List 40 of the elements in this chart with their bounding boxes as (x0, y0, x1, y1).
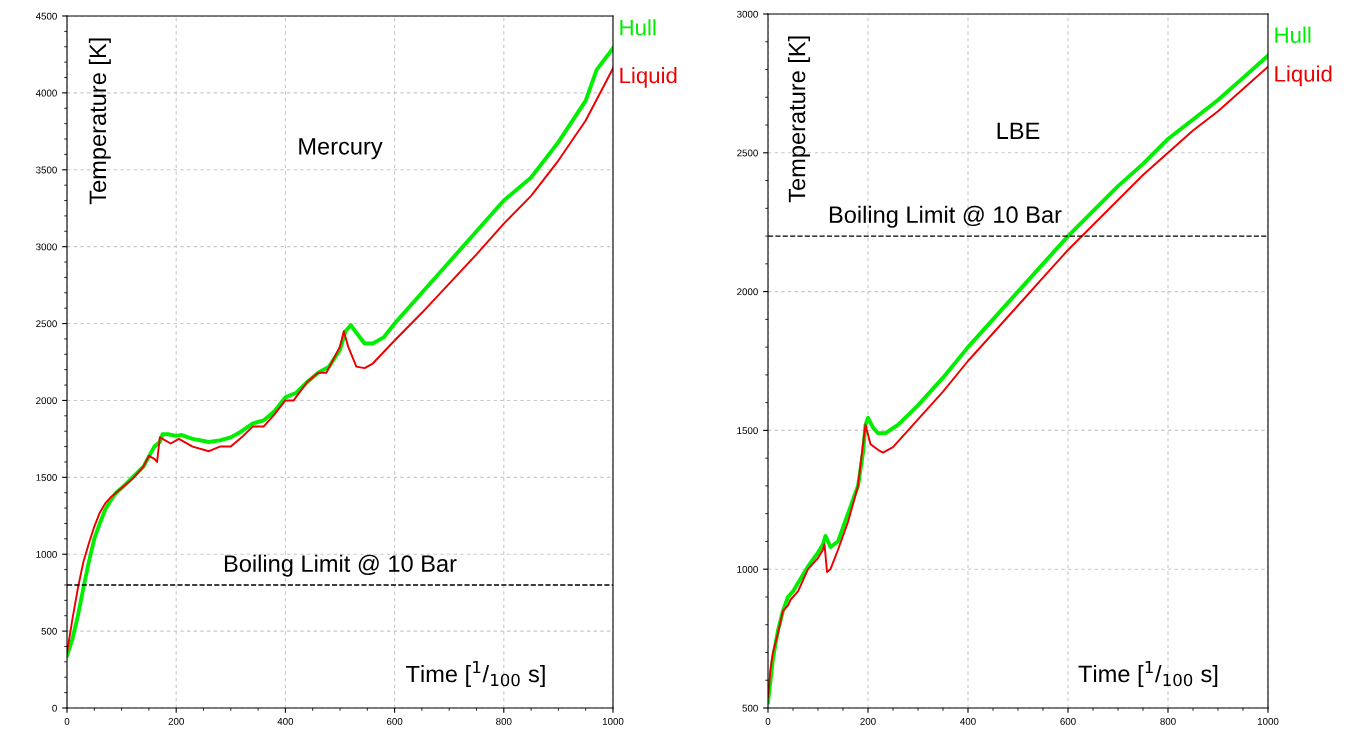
y-tick-label: 0 (52, 704, 57, 712)
series-label: Liquid (620, 67, 677, 88)
x-tick-label: 0 (64, 717, 70, 725)
x-tick-label: 400 (277, 717, 294, 725)
y-tick-label: 500 (41, 627, 57, 635)
y-tick-label: 3000 (737, 10, 758, 18)
y-tick-label: 4000 (35, 89, 57, 97)
y-tick-label: 1000 (737, 565, 758, 573)
y-tick-label: 500 (742, 704, 758, 712)
y-tick-label: 2000 (36, 397, 57, 405)
y-tick-label: 3000 (36, 243, 57, 251)
y-tick-label: 2500 (737, 149, 758, 157)
text: Mercury (299, 138, 383, 160)
y-tick-label: 4500 (35, 12, 57, 20)
y-tick-label: 2000 (737, 288, 758, 296)
x-tick-label: 400 (960, 717, 976, 725)
x-tick-label: 800 (496, 717, 512, 725)
x-tick-label: 1000 (602, 717, 624, 725)
series-label: Hull (1275, 26, 1311, 43)
x-tick-label: 200 (860, 717, 876, 725)
x-axis-title: Time [$^{1}$/$_{100}$ s] (1078, 660, 1218, 687)
ref-line-label: Boiling Limit @ 10 Bar (829, 205, 1062, 228)
y-tick-label: 3500 (36, 166, 57, 174)
y-axis-title: Temperature [K] (788, 36, 811, 203)
x-tick-label: 800 (1160, 717, 1176, 725)
ref-line-label: Boiling Limit @ 10 Bar (224, 554, 457, 577)
x-axis-title: Time [$^{1}$/$_{100}$ s] (406, 661, 545, 688)
y-tick-label: 1500 (36, 474, 57, 481)
y-tick-label: 1000 (36, 550, 57, 558)
x-tick-label: 1000 (1257, 717, 1279, 725)
x-tick-label: 200 (168, 717, 184, 725)
y-axis-title: Temperature [K] (88, 38, 111, 205)
x-tick-label: 600 (386, 717, 403, 725)
x-tick-label: 600 (1060, 717, 1076, 725)
x-tick-label: 0 (765, 717, 771, 725)
series-label: Liquid (1275, 65, 1332, 87)
text: LBE (997, 122, 1040, 139)
y-tick-label: 1500 (737, 427, 758, 435)
series-label: Hull (620, 19, 656, 36)
y-tick-label: 2500 (36, 320, 57, 328)
